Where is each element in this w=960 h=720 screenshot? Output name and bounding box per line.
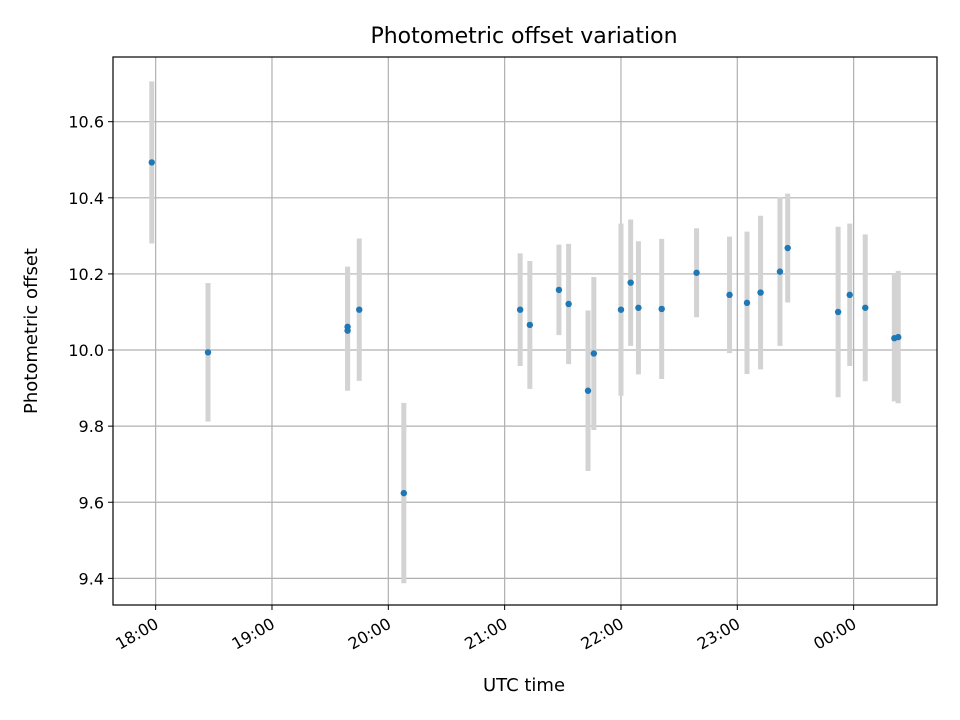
y-tick-label: 10.0 <box>68 341 104 360</box>
chart-title: Photometric offset variation <box>370 24 677 49</box>
y-tick-label: 9.8 <box>79 417 104 436</box>
data-point <box>555 286 563 294</box>
x-axis: 18:00 19:00 20:00 21:00 22:00 23:00 00:00 <box>112 605 860 654</box>
data-point <box>743 299 751 307</box>
data-point <box>726 291 733 299</box>
grid <box>113 57 937 605</box>
data-point <box>344 327 351 334</box>
x-axis-label: UTC time <box>483 675 565 696</box>
data-points <box>148 159 902 497</box>
x-tick-label: 21:00 <box>461 614 510 654</box>
x-tick-label: 23:00 <box>694 614 743 654</box>
data-point <box>526 321 534 329</box>
data-point <box>617 306 625 313</box>
data-point <box>862 304 869 311</box>
y-tick-label: 9.6 <box>79 493 104 512</box>
data-point <box>516 306 524 313</box>
data-point <box>627 279 634 286</box>
y-tick-label: 10.6 <box>68 113 104 132</box>
x-tick-label: 22:00 <box>578 614 627 654</box>
y-tick-label: 10.2 <box>68 265 104 284</box>
plot-frame <box>112 56 938 606</box>
x-tick-label: 18:00 <box>112 614 161 654</box>
data-point <box>148 159 155 166</box>
data-point <box>693 269 700 276</box>
data-point <box>635 304 642 311</box>
data-point <box>784 244 791 252</box>
data-point <box>590 350 598 357</box>
data-point <box>204 349 212 356</box>
data-point <box>776 268 784 275</box>
errorbars <box>149 81 901 584</box>
data-point <box>757 289 764 296</box>
data-point <box>846 291 853 299</box>
y-tick-label: 10.4 <box>68 189 104 208</box>
y-axis: 9.4 9.6 9.8 10.0 10.2 10.4 10.6 <box>68 113 113 588</box>
data-point <box>834 308 842 316</box>
y-tick-label: 9.4 <box>79 569 104 588</box>
data-point <box>565 300 572 308</box>
data-point <box>895 333 902 341</box>
y-axis-label: Photometric offset <box>21 248 42 414</box>
x-tick-label: 00:00 <box>810 614 859 654</box>
x-tick-label: 19:00 <box>229 614 278 654</box>
data-point <box>400 489 408 497</box>
data-point <box>356 306 363 313</box>
data-point <box>584 387 592 394</box>
x-tick-label: 20:00 <box>345 614 394 654</box>
data-point <box>658 305 665 313</box>
